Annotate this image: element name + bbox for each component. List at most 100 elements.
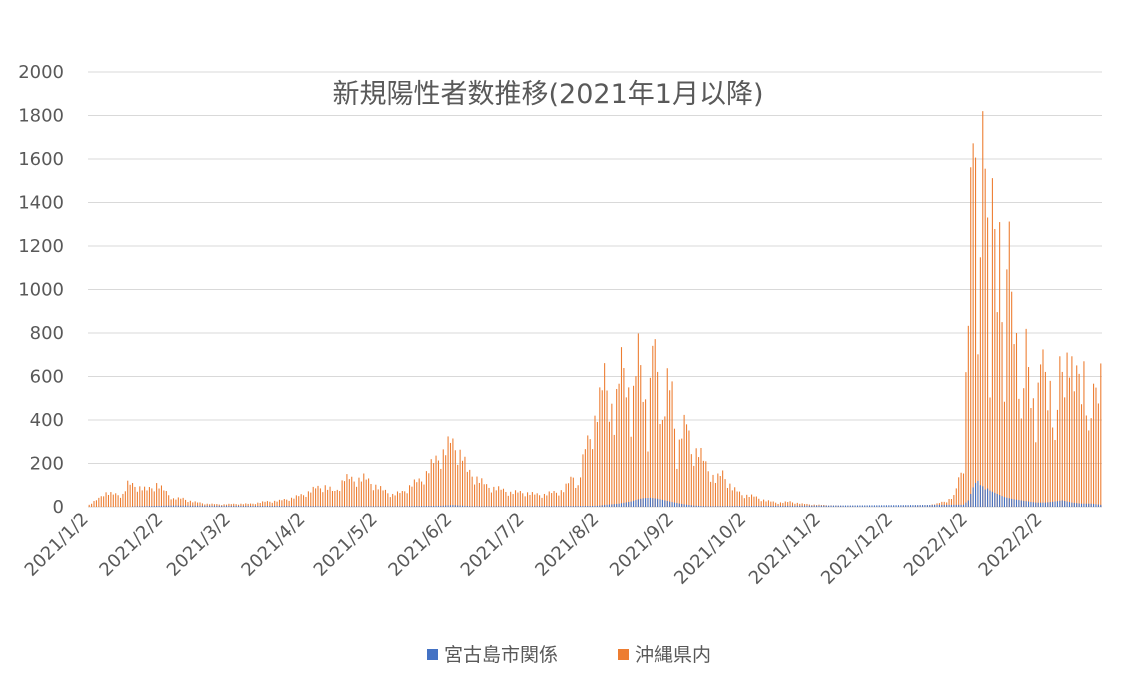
prefecture-bar — [209, 504, 211, 507]
miyako-bar — [452, 505, 454, 507]
x-tick-label: 2022/2/2 — [975, 509, 1047, 581]
prefecture-bar — [1064, 397, 1066, 507]
prefecture-bar — [1095, 387, 1097, 507]
prefecture-bar — [681, 438, 683, 507]
prefecture-bar — [211, 503, 213, 507]
prefecture-bar — [1015, 333, 1018, 507]
miyako-bar — [218, 505, 220, 507]
miyako-bar — [165, 505, 167, 507]
prefecture-bar — [1056, 409, 1058, 507]
prefecture-bar — [632, 385, 635, 507]
miyako-bar — [856, 505, 859, 507]
miyako-bar — [931, 505, 933, 507]
miyako-bar — [245, 505, 247, 507]
prefecture-bar — [558, 495, 560, 507]
prefecture-bar — [474, 484, 476, 507]
prefecture-bar — [801, 503, 803, 507]
miyako-bar — [502, 506, 505, 507]
miyako-bar — [734, 506, 736, 507]
miyako-bar — [206, 505, 208, 507]
prefecture-bar — [601, 390, 603, 507]
prefecture-bar — [317, 485, 319, 507]
prefecture-bar — [582, 454, 584, 507]
miyako-bar — [529, 506, 531, 507]
miyako-bar — [717, 506, 719, 507]
prefecture-bar — [160, 485, 163, 507]
prefecture-bar — [315, 488, 317, 507]
prefecture-bar — [440, 468, 442, 507]
miyako-bar — [989, 490, 991, 507]
miyako-bar — [305, 506, 307, 507]
miyako-bar — [799, 505, 801, 507]
miyako-bar — [816, 505, 818, 507]
prefecture-bar — [685, 424, 688, 507]
miyako-bar — [782, 505, 784, 507]
prefecture-bar — [726, 487, 729, 507]
miyako-bar — [519, 506, 521, 507]
miyako-bar — [1035, 502, 1037, 507]
miyako-bar — [230, 505, 232, 507]
x-tick-label: 2021/5/2 — [310, 509, 382, 581]
prefecture-bar — [714, 482, 716, 507]
miyako-bar — [765, 506, 767, 507]
prefecture-bar — [392, 493, 394, 507]
miyako-bar — [433, 505, 435, 507]
miyako-bar — [950, 504, 953, 507]
miyako-bar — [1083, 503, 1085, 507]
x-tick-label: 2021/10/2 — [670, 509, 750, 589]
miyako-bar — [136, 506, 138, 507]
prefecture-bar — [1054, 440, 1056, 507]
prefecture-bar — [717, 473, 719, 507]
miyako-bar — [743, 506, 745, 507]
prefecture-bar — [611, 403, 613, 507]
prefecture-bar — [324, 485, 326, 507]
prefecture-bar — [1013, 344, 1015, 507]
miyako-bar — [144, 506, 146, 507]
prefecture-bar — [358, 477, 360, 507]
prefecture-bar — [705, 461, 707, 507]
y-tick-label: 1400 — [18, 193, 64, 214]
miyako-bar — [741, 506, 743, 507]
prefecture-bar — [483, 484, 485, 507]
miyako-bar — [531, 506, 533, 507]
miyako-bar — [589, 506, 591, 507]
prefecture-bar — [642, 401, 644, 507]
prefecture-bar — [505, 491, 507, 507]
prefecture-bar — [1100, 363, 1102, 507]
prefecture-bar — [623, 368, 625, 507]
miyako-bar — [731, 506, 733, 507]
prefecture-bar — [1035, 442, 1037, 507]
miyako-bar — [729, 506, 731, 507]
miyako-bar — [710, 506, 712, 507]
prefecture-bar — [539, 495, 541, 507]
prefecture-bar — [230, 504, 232, 507]
x-tick-label: 2021/9/2 — [606, 509, 678, 581]
prefecture-bar — [555, 492, 558, 507]
miyako-bar — [209, 505, 211, 507]
prefecture-bar — [1049, 380, 1051, 507]
miyako-bar — [844, 505, 847, 507]
prefecture-bar — [312, 486, 314, 507]
miyako-bar — [705, 506, 707, 507]
miyako-bar — [507, 506, 509, 507]
prefecture-bar — [346, 474, 348, 507]
miyako-bar — [445, 505, 447, 507]
miyako-bar — [551, 506, 553, 507]
miyako-bar — [753, 506, 755, 507]
miyako-bar — [1030, 501, 1032, 507]
prefecture-bar — [269, 501, 271, 507]
y-tick-label: 600 — [30, 367, 64, 388]
prefecture-bar — [165, 491, 167, 507]
miyako-bar — [847, 505, 849, 507]
miyako-bar — [348, 506, 350, 507]
miyako-bar — [392, 506, 394, 507]
prefecture-bar — [700, 447, 702, 507]
prefecture-bar — [187, 502, 189, 507]
miyako-bar — [555, 506, 558, 507]
prefecture-bar — [331, 490, 334, 507]
prefecture-bar — [666, 368, 668, 507]
miyako-bar — [266, 506, 268, 507]
miyako-bar — [972, 487, 974, 507]
miyako-bar — [461, 505, 464, 507]
